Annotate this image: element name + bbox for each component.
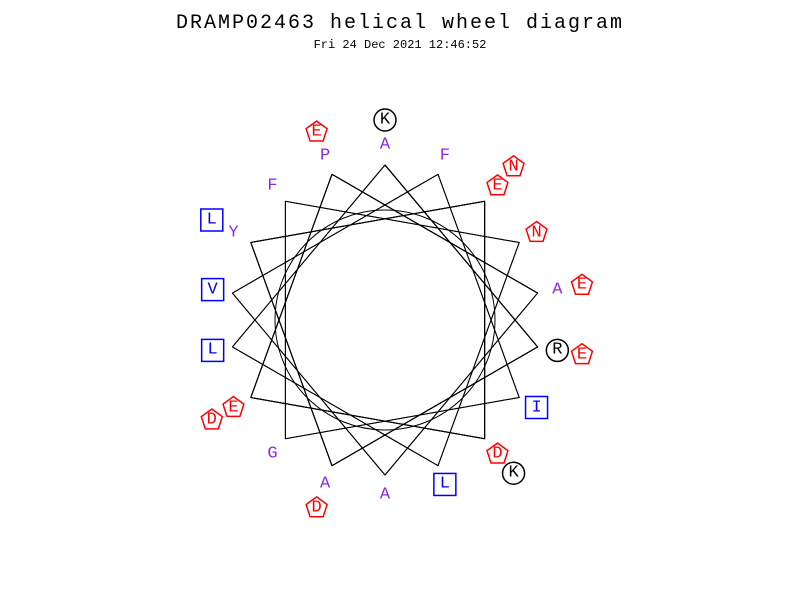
- residue-label: G: [267, 446, 277, 463]
- residue-label: E: [228, 399, 238, 416]
- residue-label: F: [267, 177, 277, 194]
- residue-label: D: [492, 446, 502, 463]
- residue-label: A: [380, 137, 390, 154]
- residue-label: P: [320, 147, 330, 164]
- residue-label: L: [207, 212, 217, 229]
- residue-label: A: [552, 281, 562, 298]
- residue-label: I: [531, 399, 541, 416]
- residue-label: N: [508, 158, 518, 175]
- residue-label: N: [531, 224, 541, 241]
- residue-label: A: [380, 487, 390, 504]
- residue-label: E: [311, 124, 321, 141]
- residue-label: E: [577, 277, 587, 294]
- residue-label: F: [440, 147, 450, 164]
- residue-label: R: [552, 342, 562, 359]
- residue-label: Y: [228, 224, 238, 241]
- residue-label: E: [577, 346, 587, 363]
- residue-label: E: [492, 177, 502, 194]
- residue-label: L: [440, 476, 450, 493]
- residue-label: D: [207, 412, 217, 429]
- residue-label: D: [311, 499, 321, 516]
- residue-label: V: [208, 281, 218, 298]
- residue-label: K: [508, 465, 518, 482]
- helical-wheel-svg: [0, 0, 800, 600]
- residue-label: K: [380, 112, 390, 129]
- residue-label: L: [208, 342, 218, 359]
- residue-label: A: [320, 476, 330, 493]
